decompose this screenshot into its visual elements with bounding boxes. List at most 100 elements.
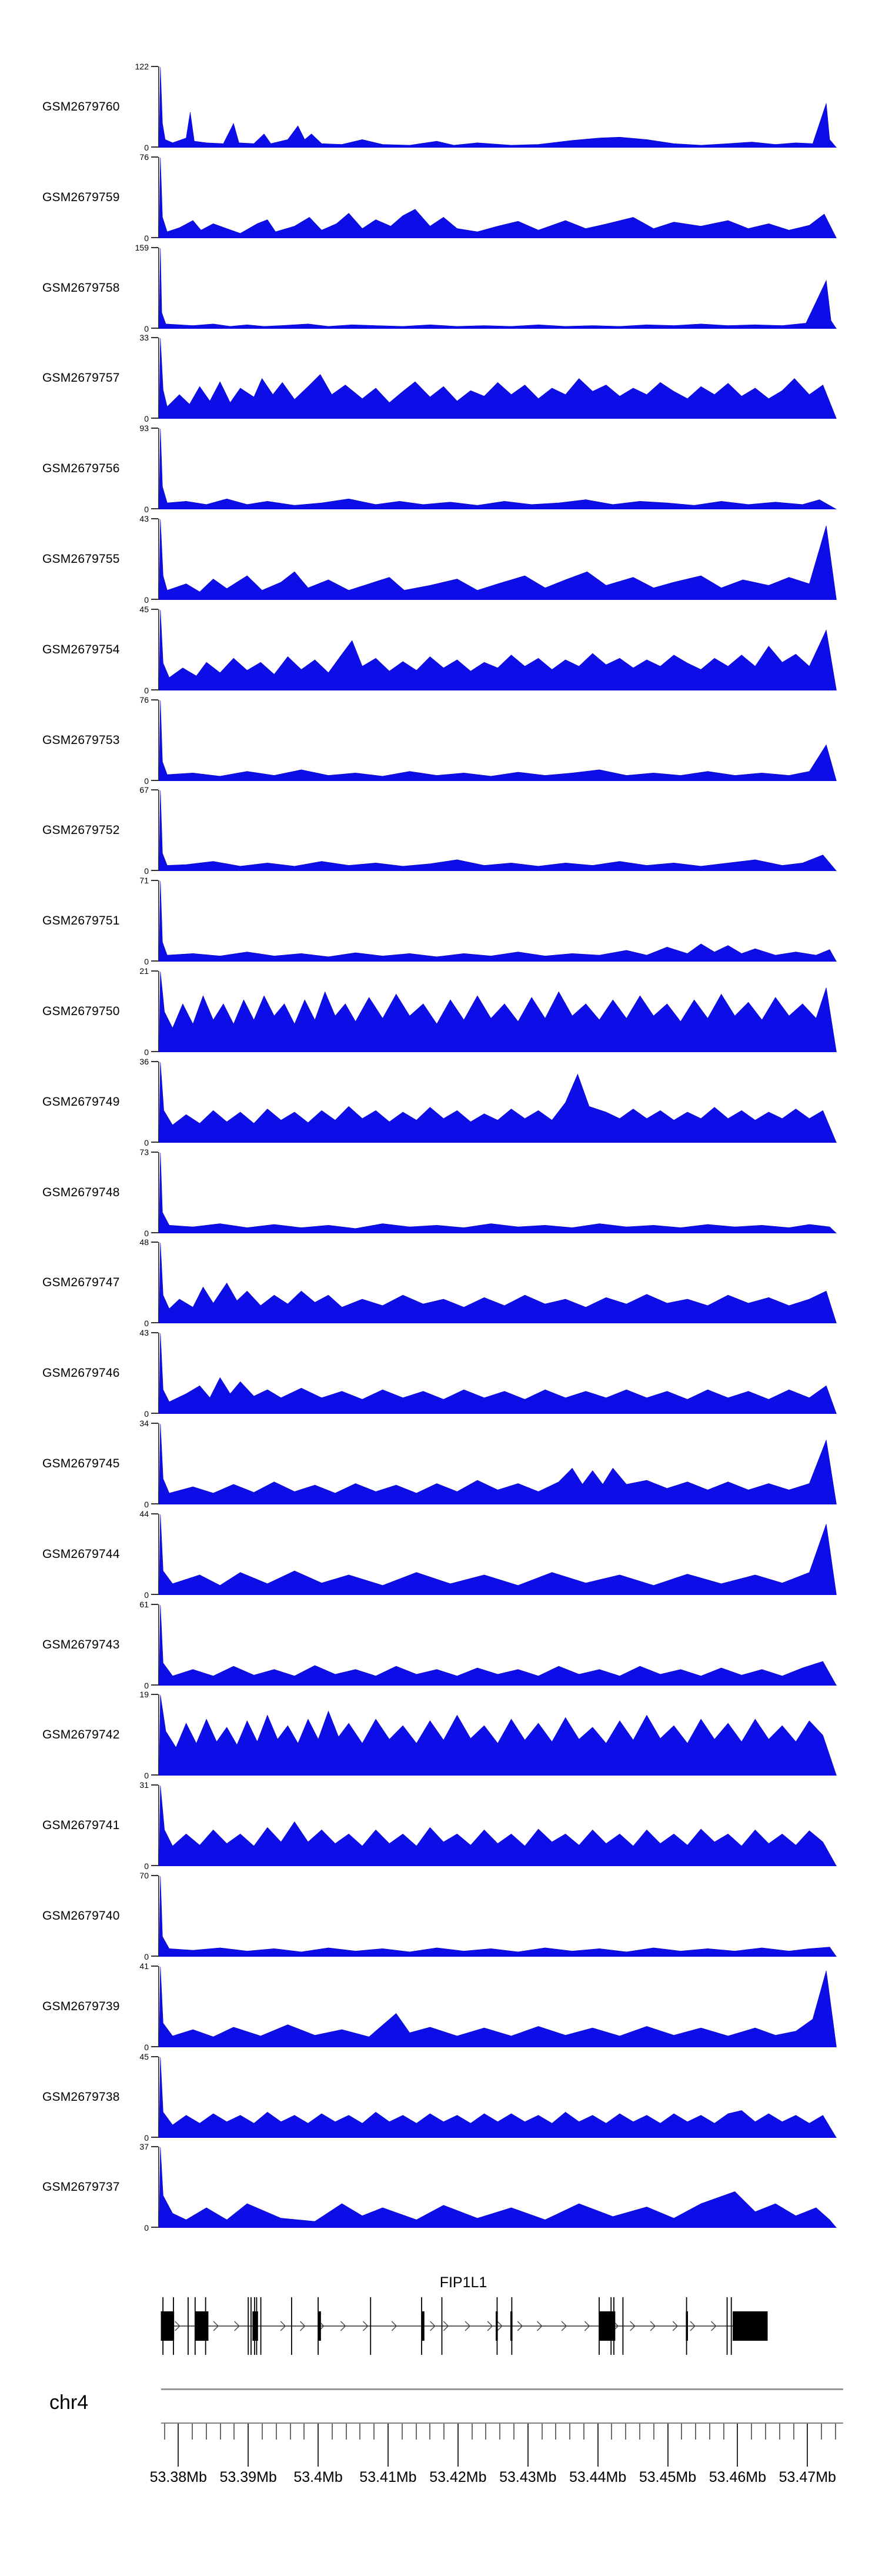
coverage-track: GSM2679760 122 0 (0, 62, 882, 152)
exon-box (422, 2311, 425, 2341)
y-axis-top-tick (151, 1784, 158, 1786)
y-axis-max-label: 36 (139, 1056, 149, 1066)
y-axis-zero-label: 0 (144, 414, 149, 424)
track-label: GSM2679751 (42, 914, 120, 928)
axis-minor-tick (611, 2424, 613, 2440)
track-label: GSM2679759 (42, 190, 120, 204)
y-axis-max-label: 43 (139, 1328, 149, 1338)
track-label: GSM2679742 (42, 1728, 120, 1742)
y-axis-bottom-tick (151, 1413, 158, 1414)
y-axis-top-tick (151, 66, 158, 67)
coverage-polygon (159, 700, 837, 781)
y-axis-bottom-tick (151, 1322, 158, 1324)
axis-minor-tick (709, 2424, 710, 2440)
coverage-track: GSM2679747 48 0 (0, 1238, 882, 1328)
track-label: GSM2679757 (42, 371, 120, 385)
coverage-polygon (159, 1786, 837, 1867)
y-axis-bottom-tick (151, 418, 158, 419)
coverage-track: GSM2679743 61 0 (0, 1600, 882, 1690)
chromosome-label: chr4 (49, 2391, 89, 2414)
coverage-polygon (159, 519, 837, 600)
y-axis-max-label: 33 (139, 333, 149, 343)
axis-minor-tick (723, 2424, 724, 2440)
axis-minor-tick (289, 2424, 291, 2440)
coverage-track: GSM2679742 19 0 (0, 1690, 882, 1780)
y-axis-max-label: 31 (139, 1780, 149, 1790)
coverage-area-plot (158, 1694, 837, 1776)
axis-minor-tick (429, 2424, 431, 2440)
strand-arrow-icon (234, 2321, 240, 2331)
track-label: GSM2679745 (42, 1457, 120, 1470)
axis-minor-tick (485, 2424, 487, 2440)
axis-divider-line (161, 2388, 843, 2390)
y-axis-zero-label: 0 (144, 233, 149, 243)
axis-minor-tick (639, 2424, 640, 2440)
strand-arrow-icon (465, 2321, 471, 2331)
y-axis-bottom-tick (151, 236, 158, 238)
track-label: GSM2679743 (42, 1637, 120, 1651)
axis-minor-tick (751, 2424, 753, 2440)
coverage-polygon (159, 338, 837, 419)
exon-box (318, 2311, 321, 2341)
axis-tick-label: 53.41Mb (359, 2469, 417, 2485)
y-axis-top-tick (151, 1151, 158, 1153)
track-label: GSM2679752 (42, 823, 120, 837)
y-axis-zero-label: 0 (144, 2133, 149, 2143)
axis-minor-tick (779, 2424, 780, 2440)
y-axis-top-tick (151, 699, 158, 700)
coverage-polygon (159, 429, 837, 510)
strand-arrow-icon (443, 2321, 449, 2331)
y-axis-top-tick (151, 1603, 158, 1605)
coverage-polygon (159, 1514, 837, 1595)
axis-minor-tick (681, 2424, 683, 2440)
y-axis-max-label: 34 (139, 1419, 149, 1428)
y-axis-zero-label: 0 (144, 1952, 149, 1961)
y-axis-max-label: 44 (139, 1509, 149, 1519)
axis-minor-tick (625, 2424, 627, 2440)
axis-major-tick (318, 2424, 319, 2467)
axis-minor-tick (695, 2424, 697, 2440)
y-axis-top-tick (151, 2146, 158, 2148)
y-axis-zero-label: 0 (144, 1590, 149, 1600)
track-label: GSM2679758 (42, 281, 120, 295)
coverage-track: GSM2679737 37 0 (0, 2143, 882, 2233)
y-axis-bottom-tick (151, 327, 158, 329)
strand-arrow-icon (537, 2321, 543, 2331)
y-axis-max-label: 71 (139, 876, 149, 886)
y-axis-zero-label: 0 (144, 1047, 149, 1057)
axis-minor-tick (834, 2424, 836, 2440)
coverage-area-plot (158, 66, 837, 148)
y-axis-zero-label: 0 (144, 866, 149, 876)
y-axis-max-label: 76 (139, 152, 149, 162)
axis-minor-tick (219, 2424, 221, 2440)
strand-arrow-icon (672, 2321, 679, 2331)
y-axis-zero-label: 0 (144, 685, 149, 695)
y-axis-top-tick (151, 2056, 158, 2057)
y-axis-bottom-tick (151, 2227, 158, 2228)
y-axis-bottom-tick (151, 1593, 158, 1595)
track-label: GSM2679753 (42, 733, 120, 747)
strand-arrow-icon (391, 2321, 397, 2331)
coverage-track: GSM2679753 76 0 (0, 695, 882, 785)
track-label: GSM2679760 (42, 100, 120, 114)
axis-tick-label: 53.42Mb (429, 2469, 487, 2485)
coverage-area-plot (158, 2147, 837, 2228)
axis-tick-label: 53.38Mb (149, 2469, 207, 2485)
strand-arrow-icon (487, 2321, 493, 2331)
y-axis-zero-label: 0 (144, 1771, 149, 1781)
axis-minor-tick (192, 2424, 193, 2440)
axis-minor-tick (401, 2424, 403, 2440)
coverage-area-plot (158, 1785, 837, 1867)
y-axis-max-label: 67 (139, 785, 149, 795)
y-axis-zero-label: 0 (144, 1137, 149, 1147)
strand-arrow-icon (711, 2321, 717, 2331)
y-axis-bottom-tick (151, 960, 158, 962)
axis-major-tick (667, 2424, 669, 2467)
strand-arrow-icon (630, 2321, 636, 2331)
coverage-track: GSM2679746 43 0 (0, 1329, 882, 1419)
coverage-polygon (159, 1695, 837, 1776)
track-label: GSM2679740 (42, 1909, 120, 1923)
y-axis-top-tick (151, 1875, 158, 1876)
axis-tick-label: 53.4Mb (293, 2469, 343, 2485)
